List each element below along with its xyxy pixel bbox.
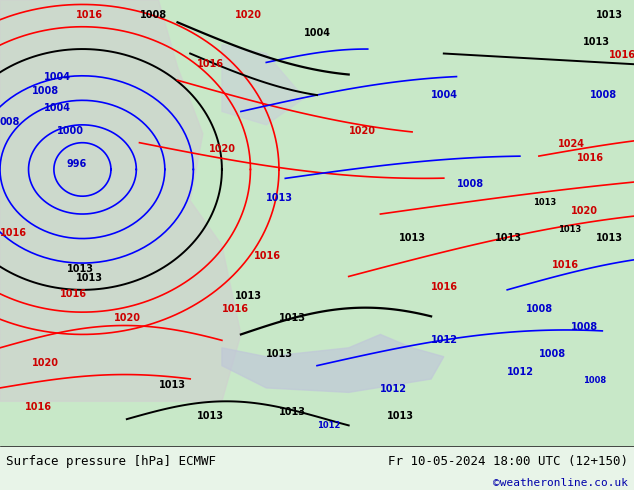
Text: 1020: 1020 [32, 358, 59, 368]
Polygon shape [222, 45, 304, 125]
Text: 1013: 1013 [279, 407, 306, 416]
Text: 1016: 1016 [552, 260, 579, 270]
Text: 1004: 1004 [431, 90, 458, 100]
Text: 1013: 1013 [495, 233, 522, 243]
Text: 1013: 1013 [266, 193, 294, 203]
Text: 1013: 1013 [533, 198, 556, 207]
Text: 1013: 1013 [279, 313, 306, 323]
Text: 1013: 1013 [583, 37, 611, 47]
Text: 1013: 1013 [235, 291, 262, 301]
Polygon shape [222, 334, 444, 392]
Text: 1008: 1008 [32, 86, 59, 96]
Text: 1013: 1013 [399, 233, 427, 243]
Text: 1008: 1008 [139, 10, 167, 20]
Text: 1020: 1020 [114, 313, 141, 323]
Text: 1008: 1008 [571, 322, 598, 332]
Text: 1013: 1013 [596, 10, 623, 20]
Text: 1016: 1016 [609, 50, 634, 60]
Text: 008: 008 [0, 117, 20, 127]
Text: 1016: 1016 [254, 250, 281, 261]
Text: 1016: 1016 [76, 10, 103, 20]
Text: 1008: 1008 [539, 349, 566, 359]
Text: 1012: 1012 [380, 384, 408, 394]
Text: 1004: 1004 [44, 72, 72, 82]
Text: 1024: 1024 [558, 139, 585, 149]
Text: ©weatheronline.co.uk: ©weatheronline.co.uk [493, 478, 628, 489]
Text: 1013: 1013 [76, 273, 103, 283]
Polygon shape [0, 0, 241, 401]
Text: 1020: 1020 [209, 144, 236, 153]
Text: Surface pressure [hPa] ECMWF: Surface pressure [hPa] ECMWF [6, 455, 216, 468]
Text: 1008: 1008 [590, 90, 617, 100]
Text: 1020: 1020 [571, 206, 598, 216]
Text: 1008: 1008 [526, 304, 553, 314]
Text: 1004: 1004 [44, 103, 72, 114]
Text: 1020: 1020 [235, 10, 262, 20]
Text: 1012: 1012 [507, 367, 534, 376]
Text: 1016: 1016 [431, 282, 458, 292]
Text: 1012: 1012 [317, 421, 340, 430]
Text: 1013: 1013 [387, 411, 414, 421]
Text: 1012: 1012 [431, 335, 458, 345]
Text: 1013: 1013 [158, 380, 186, 390]
Text: 1013: 1013 [266, 349, 294, 359]
Text: 1013: 1013 [596, 233, 623, 243]
Text: Fr 10-05-2024 18:00 UTC (12+150): Fr 10-05-2024 18:00 UTC (12+150) [387, 455, 628, 468]
Text: 1016: 1016 [197, 59, 224, 69]
Text: 1016: 1016 [0, 228, 27, 238]
Text: 1016: 1016 [222, 304, 249, 314]
Text: 1016: 1016 [25, 402, 53, 412]
Text: 1004: 1004 [304, 27, 332, 38]
Text: 1000: 1000 [57, 126, 84, 136]
Text: 1013: 1013 [558, 225, 581, 234]
Text: 1008: 1008 [456, 179, 484, 189]
Text: 1008: 1008 [583, 376, 606, 386]
Text: 1020: 1020 [349, 126, 376, 136]
Text: 996: 996 [67, 159, 87, 169]
Text: 1013: 1013 [197, 411, 224, 421]
Text: 1016: 1016 [60, 289, 87, 298]
Text: 1013: 1013 [67, 264, 94, 274]
Text: 1016: 1016 [577, 152, 604, 163]
